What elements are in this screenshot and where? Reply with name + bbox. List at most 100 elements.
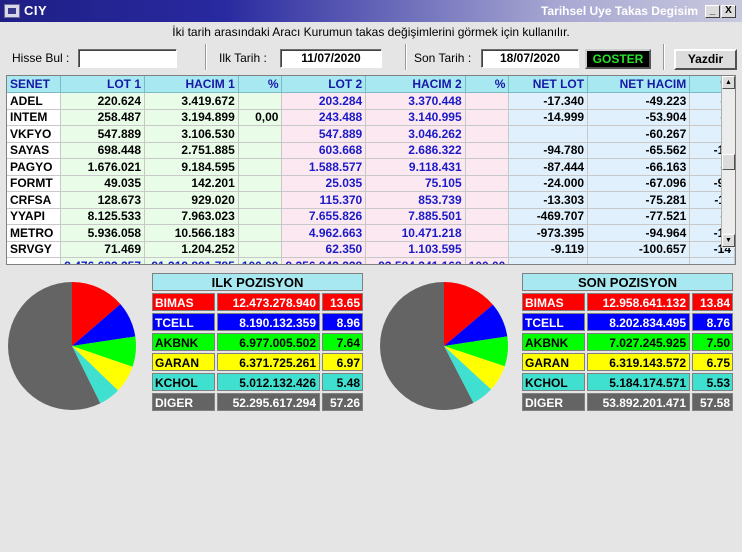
table-cell: -973.395	[508, 224, 589, 242]
total-cell: 9.476.683.257	[60, 257, 145, 264]
pie-slice-kchol	[72, 346, 118, 404]
table-row[interactable]: YYAPI 8.125.533 7.963.023 7.655.826 7.885.50…	[7, 208, 735, 225]
symbol-cell: SRVGY	[7, 241, 62, 258]
table-cell	[465, 92, 510, 110]
column-header[interactable]: LOT 1	[60, 76, 145, 93]
takas-table: SENET LOT 1 HACIM 1% LOT 2 HACIM 2% NET LOT NE…	[7, 76, 735, 264]
pie-slice-kchol	[444, 346, 492, 403]
legend-row-kchol: KCHOL 5.012.132.426 5.48	[152, 373, 363, 391]
search-input[interactable]	[78, 49, 177, 68]
symbol-cell: PAGYO	[7, 158, 62, 176]
end-date-field[interactable]: 18/07/2020	[481, 49, 579, 68]
separator	[205, 44, 207, 70]
legend-pct: 13.84	[692, 293, 733, 311]
table-row[interactable]: METRO 5.936.058 10.566.183 4.962.663 10.471.…	[7, 224, 735, 242]
column-header[interactable]: NET LOT	[508, 76, 589, 93]
table-cell: -75.281	[587, 191, 691, 209]
start-date-field[interactable]: 11/07/2020	[280, 49, 382, 68]
total-cell: 9.256.843.228	[281, 257, 367, 264]
column-header[interactable]: NET HACIM	[587, 76, 691, 93]
legend-row-tcell: TCELL 8.190.132.359 8.96	[152, 313, 363, 331]
legend-row-garan: GARAN 6.319.143.572 6.75	[522, 353, 733, 371]
table-row[interactable]: FORMT 49.035 142.201 25.035 75.105 -24.000 -67…	[7, 175, 735, 192]
son-pozisyon-legend: SON POZISYON BIMAS 12.958.641.132 13.84 TCE…	[522, 273, 733, 413]
total-cell	[7, 257, 62, 264]
table-row[interactable]: INTEM 258.487 3.194.899 0,00 243.488 3.140.99…	[7, 109, 735, 126]
print-button[interactable]: Yazdir	[674, 49, 737, 70]
table-cell: 7.885.501	[365, 208, 466, 225]
legend-name: AKBNK	[152, 333, 215, 351]
pie-slice-bimas	[72, 282, 121, 346]
table-row[interactable]: SAYAS 698.448 2.751.885 603.668 2.686.322 -94…	[7, 142, 735, 159]
table-cell: 10.566.183	[144, 224, 239, 242]
legend-value: 53.892.201.471	[587, 393, 690, 411]
table-cell: 203.284	[281, 92, 367, 110]
table-cell	[238, 208, 283, 225]
minimize-button[interactable]: _	[705, 5, 720, 18]
grid-vertical-scrollbar[interactable]: ▲ ▼	[721, 76, 735, 248]
table-row[interactable]: ADEL 220.624 3.419.672 203.284 3.370.448 -17.…	[7, 92, 735, 110]
window-title: CIY	[24, 3, 48, 18]
table-cell	[465, 191, 510, 209]
table-cell	[238, 142, 283, 159]
table-cell: 3.194.899	[144, 109, 239, 126]
scroll-up-icon[interactable]: ▲	[722, 76, 735, 89]
legend-value: 6.371.725.261	[217, 353, 320, 371]
symbol-cell: VKFYO	[7, 125, 62, 143]
table-cell	[465, 142, 510, 159]
legend-pct: 7.64	[322, 333, 363, 351]
table-row[interactable]: SRVGY 71.469 1.204.252 62.350 1.103.595 -9.11…	[7, 241, 735, 258]
legend-row-diger: DIGER 52.295.617.294 57.26	[152, 393, 363, 411]
pie-slice-akbnk	[444, 336, 509, 367]
legend-name: AKBNK	[522, 333, 585, 351]
table-cell: -67.096	[587, 175, 691, 192]
pie-slice-akbnk	[72, 336, 137, 367]
legend-value: 7.027.245.925	[587, 333, 690, 351]
table-cell: 1.204.252	[144, 241, 239, 258]
legend-value: 12.473.278.940	[217, 293, 320, 311]
table-cell: -13.303	[508, 191, 589, 209]
goster-button[interactable]: GOSTER	[585, 49, 651, 69]
column-header[interactable]: LOT 2	[281, 76, 367, 93]
separator	[405, 44, 407, 70]
table-cell: 62.350	[281, 241, 367, 258]
column-header[interactable]: SENET	[7, 76, 62, 93]
scroll-thumb[interactable]	[722, 154, 735, 170]
table-cell: 1.676.021	[60, 158, 145, 176]
table-cell: 4.962.663	[281, 224, 367, 242]
table-cell: 929.020	[144, 191, 239, 209]
table-cell: 3.140.995	[365, 109, 466, 126]
legend-name: KCHOL	[522, 373, 585, 391]
legend-pct: 13.65	[322, 293, 363, 311]
takas-grid[interactable]: SENET LOT 1 HACIM 1% LOT 2 HACIM 2% NET LOT NE…	[6, 75, 736, 265]
table-cell: 142.201	[144, 175, 239, 192]
table-cell: -94.780	[508, 142, 589, 159]
close-button[interactable]: X	[721, 5, 736, 18]
table-cell	[465, 175, 510, 192]
symbol-cell: YYAPI	[7, 208, 62, 225]
symbol-cell: ADEL	[7, 92, 62, 110]
legend-pct: 57.26	[322, 393, 363, 411]
legend-row-bimas: BIMAS 12.958.641.132 13.84	[522, 293, 733, 311]
table-row[interactable]: VKFYO 547.889 3.106.530 547.889 3.046.262 -60…	[7, 125, 735, 143]
table-row[interactable]: CRFSA 128.673 929.020 115.370 853.739 -13.303…	[7, 191, 735, 209]
legend-row-kchol: KCHOL 5.184.174.571 5.53	[522, 373, 733, 391]
table-cell: -87.444	[508, 158, 589, 176]
table-cell	[238, 125, 283, 143]
table-row[interactable]: PAGYO 1.676.021 9.184.595 1.588.577 9.118.43…	[7, 158, 735, 176]
table-cell: 853.739	[365, 191, 466, 209]
pie-slice-garan	[72, 346, 133, 391]
column-header[interactable]: %	[465, 76, 510, 93]
column-header[interactable]: HACIM 1	[144, 76, 239, 93]
scroll-down-icon[interactable]: ▼	[722, 234, 735, 247]
column-header[interactable]: %	[238, 76, 283, 93]
legend-name: BIMAS	[152, 293, 215, 311]
legend-value: 8.202.834.495	[587, 313, 690, 331]
total-cell: 100,00	[465, 257, 510, 264]
symbol-cell: FORMT	[7, 175, 62, 192]
legend-name: KCHOL	[152, 373, 215, 391]
column-header[interactable]: HACIM 2	[365, 76, 466, 93]
table-cell: -100.657	[587, 241, 691, 258]
table-cell: 3.106.530	[144, 125, 239, 143]
table-cell: -49.223	[587, 92, 691, 110]
